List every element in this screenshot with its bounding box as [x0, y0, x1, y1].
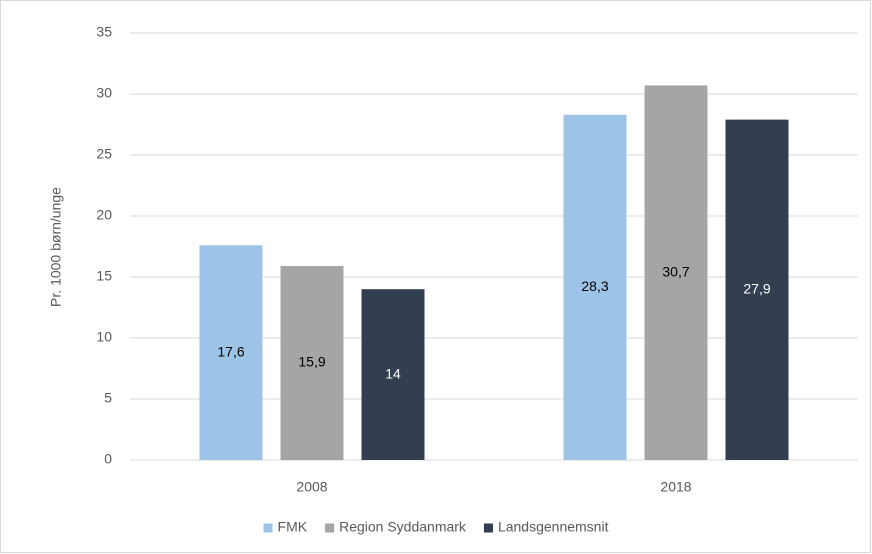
y-tick-label: 10: [96, 329, 112, 345]
bar: [725, 119, 789, 461]
y-tick-label: 25: [96, 146, 112, 162]
data-label: 27,9: [743, 281, 770, 297]
data-label: 17,6: [217, 343, 244, 359]
legend-label: Landsgennemsnit: [498, 519, 609, 535]
x-tick-label: 2018: [660, 479, 691, 495]
legend-swatch: [483, 523, 493, 533]
bar: [199, 245, 263, 460]
y-tick-label: 30: [96, 85, 112, 101]
y-tick-label: 5: [104, 390, 112, 406]
bar: [563, 114, 627, 461]
legend-swatch: [325, 523, 335, 533]
y-tick-label: 35: [96, 24, 112, 40]
y-tick-label: 0: [104, 451, 112, 467]
data-label: 28,3: [581, 278, 608, 294]
x-tick-label: 2008: [296, 479, 327, 495]
y-tick-label: 15: [96, 268, 112, 284]
data-label: 30,7: [662, 263, 689, 279]
data-label: 15,9: [298, 354, 325, 370]
y-tick-label: 20: [96, 207, 112, 223]
y-axis-label: Pr. 1000 børn/unge: [48, 187, 64, 307]
bar: [280, 266, 344, 460]
legend-swatch: [263, 523, 273, 533]
data-label: 14: [385, 365, 401, 381]
bar: [361, 289, 425, 460]
legend-label: Region Syddanmark: [339, 519, 467, 535]
legend-label: FMK: [278, 519, 308, 535]
bar: [644, 85, 708, 461]
